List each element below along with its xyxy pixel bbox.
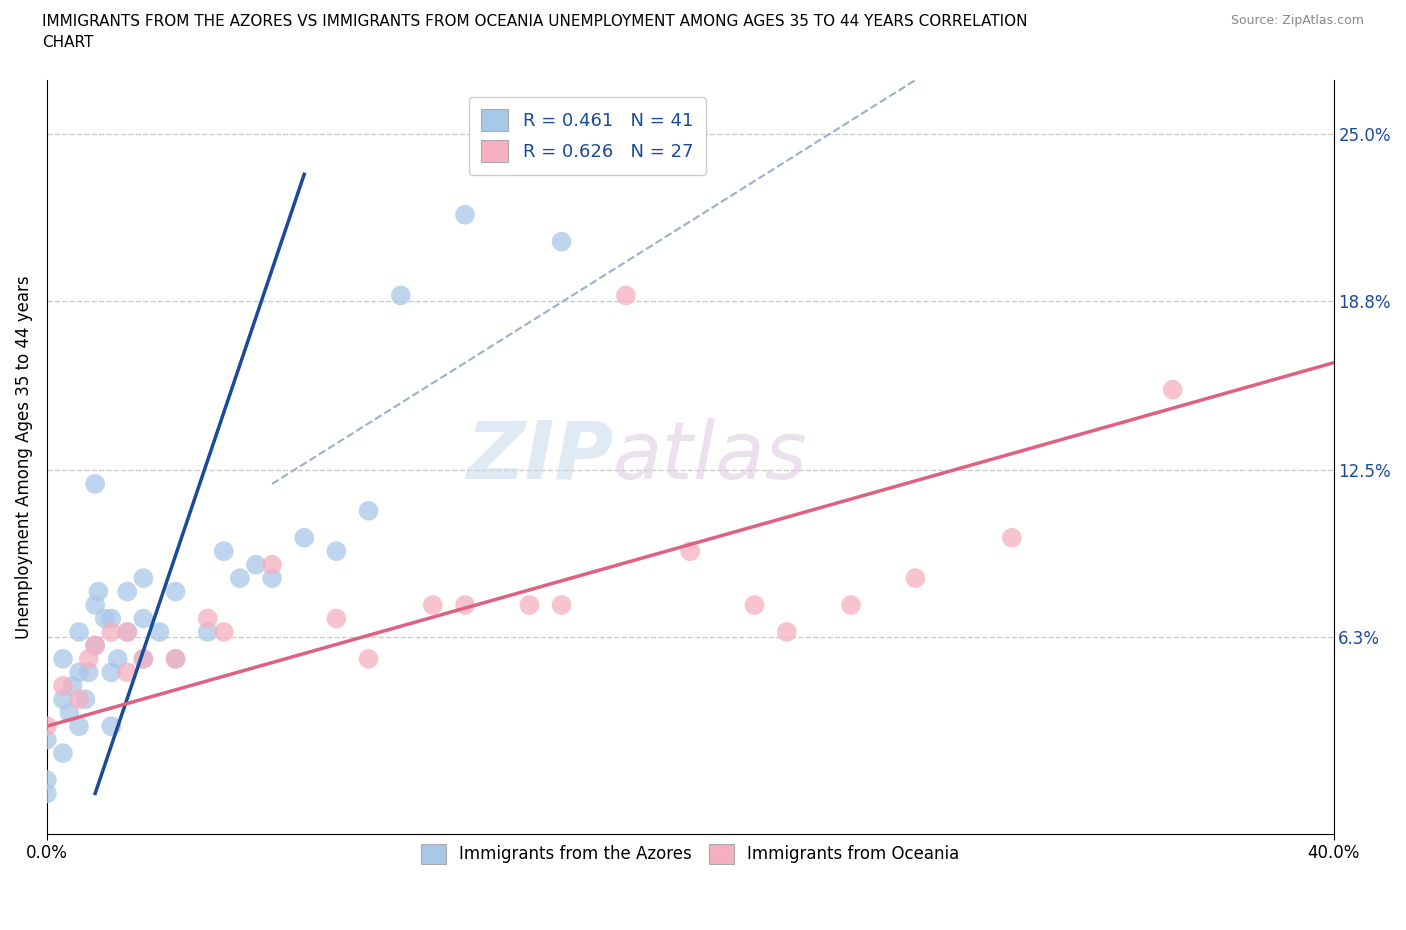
Point bbox=[550, 598, 572, 613]
Point bbox=[107, 651, 129, 666]
Point bbox=[52, 692, 75, 707]
Point bbox=[197, 625, 219, 640]
Point bbox=[614, 288, 637, 303]
Point bbox=[292, 530, 315, 545]
Point bbox=[1001, 530, 1024, 545]
Point bbox=[77, 665, 100, 680]
Point bbox=[357, 651, 380, 666]
Point bbox=[117, 625, 139, 640]
Point bbox=[679, 544, 702, 559]
Point bbox=[35, 719, 58, 734]
Point bbox=[94, 611, 117, 626]
Point bbox=[422, 598, 444, 613]
Point bbox=[132, 611, 155, 626]
Text: Source: ZipAtlas.com: Source: ZipAtlas.com bbox=[1230, 14, 1364, 27]
Point bbox=[100, 719, 122, 734]
Y-axis label: Unemployment Among Ages 35 to 44 years: Unemployment Among Ages 35 to 44 years bbox=[15, 275, 32, 639]
Point bbox=[62, 678, 84, 693]
Point bbox=[84, 598, 107, 613]
Point bbox=[52, 746, 75, 761]
Point bbox=[148, 625, 170, 640]
Point bbox=[245, 557, 267, 572]
Legend: Immigrants from the Azores, Immigrants from Oceania: Immigrants from the Azores, Immigrants f… bbox=[415, 837, 966, 870]
Text: atlas: atlas bbox=[613, 418, 808, 496]
Point bbox=[1161, 382, 1184, 397]
Point bbox=[100, 665, 122, 680]
Point bbox=[454, 207, 477, 222]
Text: IMMIGRANTS FROM THE AZORES VS IMMIGRANTS FROM OCEANIA UNEMPLOYMENT AMONG AGES 35: IMMIGRANTS FROM THE AZORES VS IMMIGRANTS… bbox=[42, 14, 1028, 29]
Point bbox=[212, 544, 235, 559]
Point bbox=[87, 584, 110, 599]
Point bbox=[35, 732, 58, 747]
Point bbox=[165, 651, 187, 666]
Point bbox=[325, 544, 347, 559]
Point bbox=[132, 651, 155, 666]
Point bbox=[67, 625, 90, 640]
Point bbox=[84, 638, 107, 653]
Text: CHART: CHART bbox=[42, 35, 94, 50]
Point bbox=[325, 611, 347, 626]
Point bbox=[75, 692, 97, 707]
Point bbox=[67, 665, 90, 680]
Point bbox=[67, 692, 90, 707]
Point bbox=[744, 598, 766, 613]
Point bbox=[165, 584, 187, 599]
Point bbox=[212, 625, 235, 640]
Point bbox=[77, 651, 100, 666]
Point bbox=[389, 288, 412, 303]
Point bbox=[52, 678, 75, 693]
Point bbox=[117, 665, 139, 680]
Point bbox=[117, 625, 139, 640]
Point bbox=[519, 598, 541, 613]
Point bbox=[165, 651, 187, 666]
Point bbox=[132, 651, 155, 666]
Point bbox=[132, 571, 155, 586]
Point bbox=[839, 598, 862, 613]
Point bbox=[550, 234, 572, 249]
Point bbox=[776, 625, 799, 640]
Point bbox=[84, 638, 107, 653]
Point bbox=[100, 611, 122, 626]
Text: ZIP: ZIP bbox=[465, 418, 613, 496]
Point bbox=[229, 571, 252, 586]
Point bbox=[35, 773, 58, 788]
Point bbox=[260, 557, 283, 572]
Point bbox=[197, 611, 219, 626]
Point bbox=[260, 571, 283, 586]
Point bbox=[904, 571, 927, 586]
Point bbox=[35, 786, 58, 801]
Point bbox=[67, 719, 90, 734]
Point bbox=[58, 705, 80, 720]
Point bbox=[52, 651, 75, 666]
Point bbox=[84, 476, 107, 491]
Point bbox=[454, 598, 477, 613]
Point bbox=[100, 625, 122, 640]
Point bbox=[117, 584, 139, 599]
Point bbox=[357, 503, 380, 518]
